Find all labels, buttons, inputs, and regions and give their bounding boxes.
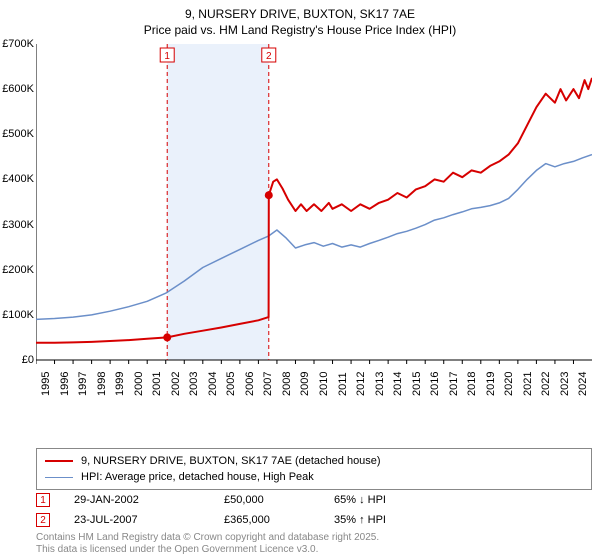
x-tick-label: 2012 [355, 372, 367, 396]
x-tick-label: 2005 [225, 372, 237, 396]
x-tick-label: 2019 [485, 372, 497, 396]
legend-label: HPI: Average price, detached house, High… [81, 471, 314, 483]
legend-label: 9, NURSERY DRIVE, BUXTON, SK17 7AE (deta… [81, 455, 381, 467]
sale-delta: 35% ↑ HPI [334, 514, 454, 526]
y-tick-label: £200K [0, 264, 34, 276]
legend-row: HPI: Average price, detached house, High… [45, 469, 583, 485]
svg-text:1: 1 [164, 51, 170, 62]
x-tick-label: 2022 [540, 372, 552, 396]
sale-marker-icon: 2 [36, 513, 50, 527]
x-tick-label: 1999 [114, 372, 126, 396]
y-tick-label: £300K [0, 219, 34, 231]
chart-area: 12 [36, 44, 592, 404]
legend-swatch [45, 477, 73, 478]
sale-delta: 65% ↓ HPI [334, 494, 454, 506]
x-tick-label: 2018 [466, 372, 478, 396]
chart-container: 9, NURSERY DRIVE, BUXTON, SK17 7AE Price… [0, 0, 600, 560]
x-tick-label: 2021 [522, 372, 534, 396]
attribution-text: Contains HM Land Registry data © Crown c… [36, 532, 379, 556]
x-tick-label: 2024 [577, 372, 589, 396]
legend-swatch [45, 460, 73, 462]
chart-svg: 12 [36, 44, 592, 404]
x-tick-label: 2004 [207, 372, 219, 396]
x-tick-label: 1995 [40, 372, 52, 396]
attribution-line: Contains HM Land Registry data © Crown c… [36, 532, 379, 544]
x-tick-label: 2000 [133, 372, 145, 396]
table-row: 2 23-JUL-2007 £365,000 35% ↑ HPI [36, 510, 592, 530]
sales-table: 1 29-JAN-2002 £50,000 65% ↓ HPI 2 23-JUL… [36, 490, 592, 530]
x-tick-label: 2017 [448, 372, 460, 396]
sale-date: 23-JUL-2007 [74, 514, 224, 526]
x-tick-label: 2023 [559, 372, 571, 396]
x-tick-label: 2011 [337, 372, 349, 396]
title-subtitle: Price paid vs. HM Land Registry's House … [0, 22, 600, 38]
x-tick-label: 1998 [96, 372, 108, 396]
y-tick-label: £100K [0, 309, 34, 321]
title-address: 9, NURSERY DRIVE, BUXTON, SK17 7AE [0, 6, 600, 22]
y-tick-label: £400K [0, 173, 34, 185]
x-tick-label: 2003 [188, 372, 200, 396]
y-tick-label: £600K [0, 83, 34, 95]
attribution-line: This data is licensed under the Open Gov… [36, 544, 379, 556]
sale-date: 29-JAN-2002 [74, 494, 224, 506]
y-tick-label: £700K [0, 38, 34, 50]
legend-row: 9, NURSERY DRIVE, BUXTON, SK17 7AE (deta… [45, 453, 583, 469]
x-tick-label: 2016 [429, 372, 441, 396]
table-row: 1 29-JAN-2002 £50,000 65% ↓ HPI [36, 490, 592, 510]
x-tick-label: 2006 [244, 372, 256, 396]
x-tick-label: 2002 [170, 372, 182, 396]
x-tick-label: 2008 [281, 372, 293, 396]
x-tick-label: 2001 [151, 372, 163, 396]
sale-price: £365,000 [224, 514, 334, 526]
sale-price: £50,000 [224, 494, 334, 506]
legend-box: 9, NURSERY DRIVE, BUXTON, SK17 7AE (deta… [36, 448, 592, 490]
y-tick-label: £0 [0, 354, 34, 366]
x-tick-label: 2009 [299, 372, 311, 396]
svg-text:2: 2 [266, 51, 272, 62]
x-tick-label: 2020 [503, 372, 515, 396]
x-tick-label: 2010 [318, 372, 330, 396]
x-tick-label: 2014 [392, 372, 404, 396]
x-tick-label: 2007 [262, 372, 274, 396]
x-tick-label: 2013 [374, 372, 386, 396]
x-tick-label: 1996 [59, 372, 71, 396]
sale-marker-icon: 1 [36, 493, 50, 507]
title-block: 9, NURSERY DRIVE, BUXTON, SK17 7AE Price… [0, 0, 600, 38]
x-tick-label: 1997 [77, 372, 89, 396]
y-tick-label: £500K [0, 128, 34, 140]
x-tick-label: 2015 [411, 372, 423, 396]
